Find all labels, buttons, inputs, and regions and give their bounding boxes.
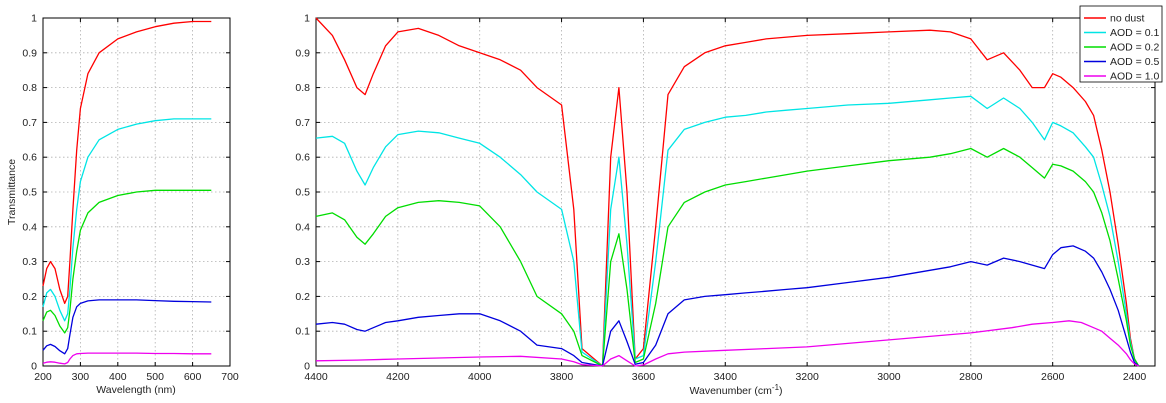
- series-line-3: [315, 245, 1140, 367]
- x-tick-label: 4400: [304, 371, 328, 383]
- legend-entry: no dust: [1110, 13, 1145, 25]
- x-tick-label: 3400: [714, 371, 738, 383]
- y-tick-label: 1: [304, 13, 310, 25]
- series-line-4: [315, 320, 1139, 367]
- series-line-3: [42, 299, 212, 355]
- y-tick-label: 0.3: [295, 256, 310, 268]
- ticks-right: 4400 4200 4000 3800 3600 3400 3200 3000 2800 2600…: [295, 13, 1155, 383]
- y-tick-label: 0: [31, 361, 37, 373]
- ticks-left: 200 300 400 500 600 700 0 0.1 0.2 0.3 0.4 0.5 0.6 0.7…: [22, 13, 239, 384]
- series-group-right: [315, 17, 1140, 367]
- series-group-left: [42, 20, 212, 365]
- plot-area-right: [315, 17, 1156, 367]
- series-line-2: [42, 189, 212, 334]
- y-tick-label: 0.8: [295, 82, 310, 94]
- y-tick-label: 0.3: [22, 256, 37, 268]
- y-tick-label: 1: [31, 13, 37, 25]
- series-line-0: [42, 20, 212, 305]
- x-tick-label: 600: [184, 371, 202, 383]
- x-tick-label: 3600: [632, 371, 656, 383]
- x-tick-label: 2600: [1041, 371, 1065, 383]
- y-tick-label: 0: [304, 361, 310, 373]
- x-tick-label: 3200: [795, 371, 819, 383]
- legend-entry: AOD = 0.2: [1110, 42, 1159, 54]
- chart-wavelength: 200 300 400 500 600 700 0 0.1 0.2 0.3 0.4 0.5 0.6 0.7…: [6, 13, 239, 397]
- series-line-0: [315, 17, 1140, 367]
- y-tick-label: 0.7: [22, 117, 37, 129]
- x-axis-label-left: Wavelength (nm): [96, 384, 176, 396]
- x-tick-label: 2800: [959, 371, 983, 383]
- y-tick-label: 0.6: [295, 152, 310, 164]
- y-tick-label: 0.4: [295, 221, 310, 233]
- y-tick-label: 0.5: [295, 187, 310, 199]
- x-tick-label: 3800: [550, 371, 574, 383]
- y-tick-label: 0.1: [295, 326, 310, 338]
- series-line-4: [42, 352, 212, 365]
- y-tick-label: 0.8: [22, 82, 37, 94]
- y-tick-label: 0.4: [22, 221, 37, 233]
- x-tick-label: 4200: [386, 371, 410, 383]
- y-tick-label: 0.1: [22, 326, 37, 338]
- y-axis-label-left: Transmittance: [6, 159, 18, 225]
- x-tick-label: 200: [34, 371, 52, 383]
- y-tick-label: 0.9: [22, 47, 37, 59]
- chart-wavenumber: 4400 4200 4000 3800 3600 3400 3200 3000 2800 2600…: [295, 5, 1163, 397]
- y-tick-label: 0.6: [22, 152, 37, 164]
- y-tick-label: 0.9: [295, 47, 310, 59]
- y-tick-label: 0.2: [295, 291, 310, 303]
- x-tick-label: 4000: [468, 371, 492, 383]
- y-tick-label: 0.7: [295, 117, 310, 129]
- x-tick-label: 700: [221, 371, 239, 383]
- x-tick-label: 500: [146, 371, 164, 383]
- y-tick-label: 0.5: [22, 187, 37, 199]
- y-tick-label: 0.2: [22, 291, 37, 303]
- series-line-1: [315, 95, 1140, 367]
- x-tick-label: 300: [72, 371, 90, 383]
- legend-entry: AOD = 1.0: [1110, 71, 1159, 83]
- series-line-2: [315, 147, 1140, 367]
- x-tick-label: 400: [109, 371, 127, 383]
- legend: no dust AOD = 0.1 AOD = 0.2 AOD = 0.5 AOD = …: [1079, 5, 1163, 83]
- legend-entry: AOD = 0.1: [1110, 27, 1159, 39]
- series-line-1: [42, 118, 212, 322]
- legend-entry: AOD = 0.5: [1110, 56, 1159, 68]
- x-tick-label: 2400: [1123, 371, 1147, 383]
- x-tick-label: 3000: [877, 371, 901, 383]
- x-axis-label-right: Wavenumber (cm-1): [689, 383, 782, 397]
